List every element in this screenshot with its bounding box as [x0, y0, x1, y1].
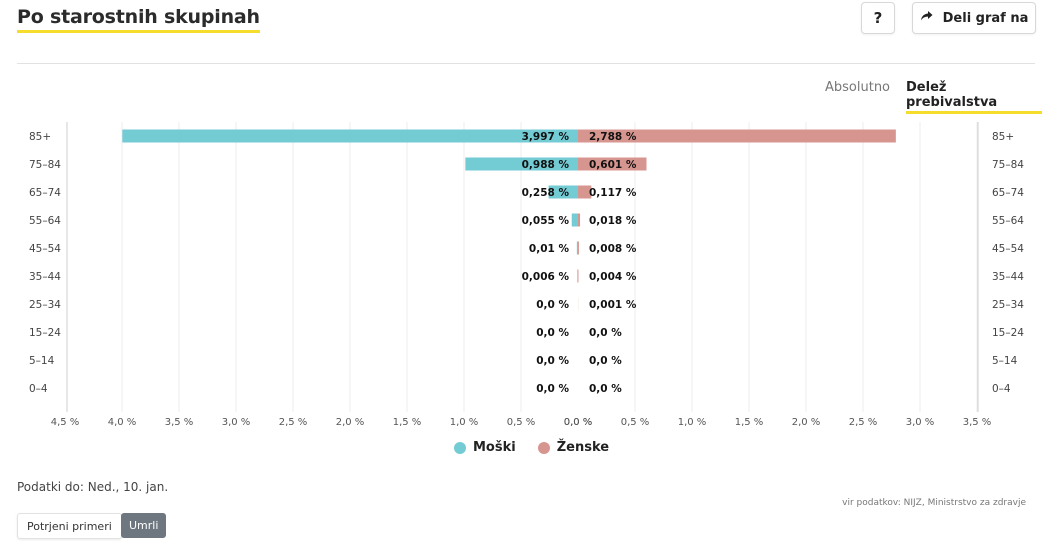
y-tick-label-left: 25–34 — [29, 299, 61, 311]
y-tick-label-left: 65–74 — [29, 187, 61, 199]
y-tick-label-right: 45–54 — [992, 243, 1024, 255]
x-tick-label-left: 2,0 % — [336, 417, 365, 428]
data-label-male: 0,0 % — [536, 355, 569, 367]
legend-dot-female — [537, 441, 550, 454]
y-tick-label-left: 45–54 — [29, 243, 61, 255]
tab-absolute[interactable]: Absolutno — [825, 80, 891, 95]
x-tick-label-right: 2,0 % — [792, 417, 821, 428]
y-tick-label-right: 65–74 — [992, 187, 1024, 199]
x-tick-label-right: 0,5 % — [621, 417, 650, 428]
share-button-label: Deli graf na — [942, 10, 1029, 26]
x-tick-label-right: 3,0 % — [906, 417, 935, 428]
chart-legend: Moški Ženske — [454, 440, 609, 455]
confirmed-cases-button[interactable]: Potrjeni primeri — [17, 513, 122, 539]
data-label-female: 2,788 % — [589, 131, 637, 143]
bar-female — [578, 241, 579, 255]
data-label-female: 0,004 % — [589, 271, 637, 283]
data-label-male: 0,258 % — [522, 187, 570, 199]
data-label-female: 0,0 % — [589, 383, 622, 395]
bar-female — [578, 157, 647, 171]
y-tick-label-right: 85+ — [992, 131, 1014, 143]
data-source-text: vir podatkov: NIJZ, Ministrstvo za zdrav… — [842, 498, 1026, 508]
help-button[interactable]: ? — [861, 2, 895, 34]
bar-male — [571, 213, 578, 227]
data-label-female: 0,018 % — [589, 215, 637, 227]
data-label-female: 0,117 % — [589, 187, 637, 199]
data-label-male: 0,006 % — [522, 271, 570, 283]
header-divider — [17, 63, 1035, 64]
share-icon — [920, 10, 933, 26]
data-label-female: 0,0 % — [589, 355, 622, 367]
data-label-male: 0,055 % — [522, 215, 570, 227]
bar-male — [465, 157, 578, 171]
y-tick-label-right: 0–4 — [992, 383, 1011, 395]
page-title: Po starostnih skupinah — [17, 6, 260, 33]
bar-male — [576, 241, 578, 255]
y-tick-label-right: 25–34 — [992, 299, 1024, 311]
x-tick-label-left: 4,5 % — [51, 417, 80, 428]
y-tick-label-left: 0–4 — [29, 383, 48, 395]
population-pyramid-chart: 3,997 % 2,788 % 0,988 % 0,601 % 0,258 % 0,117… — [29, 122, 1024, 428]
y-tick-label-left: 15–24 — [29, 327, 61, 339]
y-tick-label-left: 85+ — [29, 131, 51, 143]
y-tick-label-left: 5–14 — [29, 355, 55, 367]
data-label-female: 0,008 % — [589, 243, 637, 255]
x-tick-label-left: 3,5 % — [165, 417, 194, 428]
x-tick-label-left: 1,5 % — [393, 417, 422, 428]
x-tick-label-left: 4,0 % — [108, 417, 137, 428]
data-label-male: 0,0 % — [536, 299, 569, 311]
legend-dot-male — [454, 441, 466, 454]
legend-label-female: Ženske — [556, 440, 610, 455]
x-tick-label-right: 3,5 % — [963, 417, 992, 428]
data-label-male: 3,997 % — [522, 131, 570, 143]
x-tick-label-right: 2,5 % — [849, 417, 878, 428]
y-tick-label-left: 55–64 — [29, 215, 61, 227]
tab-population-share[interactable]: Delež prebivalstva — [906, 80, 1042, 114]
x-tick-label-left: 0,0 % — [564, 417, 593, 428]
legend-label-male: Moški — [473, 440, 516, 455]
data-label-male: 0,988 % — [522, 159, 570, 171]
share-button[interactable]: Deli graf na — [912, 2, 1036, 34]
x-tick-label-right: 0,0 % — [564, 417, 593, 428]
x-tick-label-left: 0,5 % — [507, 417, 536, 428]
data-label-male: 0,0 % — [536, 383, 569, 395]
bar-female — [578, 129, 896, 143]
legend-item-male[interactable]: Moški — [454, 440, 516, 455]
data-label-male: 0,01 % — [529, 243, 570, 255]
x-tick-label-left: 3,0 % — [222, 417, 251, 428]
data-label-female: 0,0 % — [589, 327, 622, 339]
bar-male — [548, 185, 578, 199]
x-tick-label-right: 1,5 % — [735, 417, 764, 428]
y-tick-label-right: 75–84 — [992, 159, 1024, 171]
x-tick-label-left: 2,5 % — [279, 417, 308, 428]
data-updated-text: Podatki do: Ned., 10. jan. — [17, 480, 169, 494]
deaths-button[interactable]: Umrli — [121, 513, 167, 538]
legend-item-female[interactable]: Ženske — [537, 440, 610, 455]
y-tick-label-left: 75–84 — [29, 159, 61, 171]
bar-female — [578, 185, 592, 199]
data-label-female: 0,601 % — [589, 159, 637, 171]
y-tick-label-right: 55–64 — [992, 215, 1024, 227]
data-label-male: 0,0 % — [536, 327, 569, 339]
y-tick-label-right: 35–44 — [992, 271, 1024, 283]
y-tick-label-right: 5–14 — [992, 355, 1018, 367]
y-tick-label-left: 35–44 — [29, 271, 61, 283]
x-tick-label-right: 1,0 % — [678, 417, 707, 428]
x-tick-label-left: 1,0 % — [450, 417, 479, 428]
bar-male — [577, 269, 578, 283]
bar-female — [578, 213, 581, 227]
data-label-female: 0,001 % — [589, 299, 637, 311]
bar-male — [122, 129, 578, 143]
y-tick-label-right: 15–24 — [992, 327, 1024, 339]
